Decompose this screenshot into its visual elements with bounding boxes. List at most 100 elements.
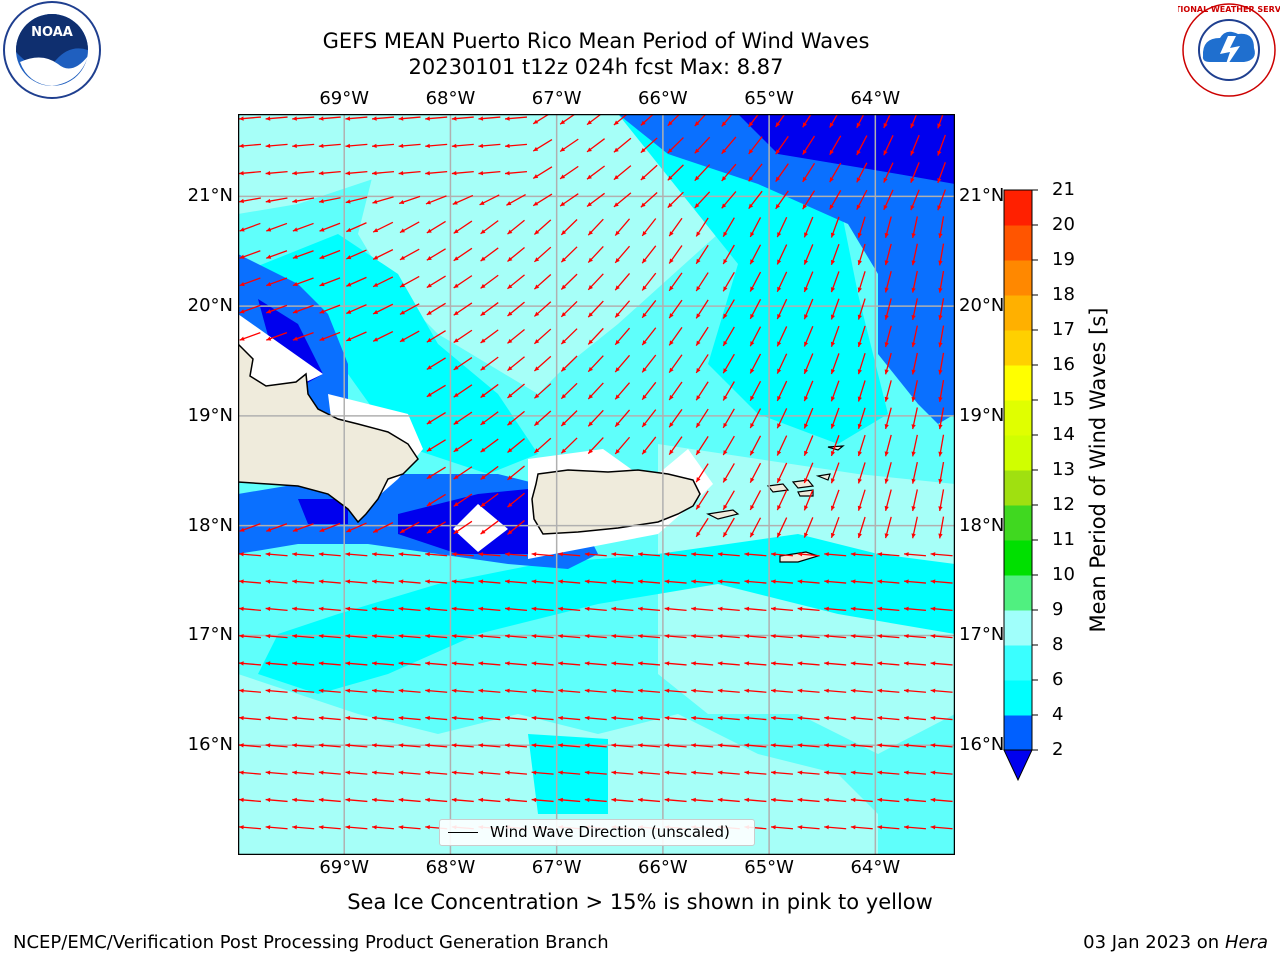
- wind-wave-arrow: [611, 743, 634, 748]
- wind-wave-arrow: [586, 192, 605, 208]
- wind-wave-arrow: [829, 162, 842, 183]
- wind-wave-arrow: [345, 715, 368, 721]
- lon-tick-bot: 64°W: [850, 857, 901, 878]
- wind-wave-arrow: [857, 243, 866, 266]
- map-legend: Wind Wave Direction (unscaled): [439, 819, 755, 846]
- wind-wave-arrow: [480, 329, 499, 344]
- wind-wave-arrow: [668, 436, 683, 455]
- colorbar-segment: [1004, 470, 1032, 506]
- wind-wave-arrow: [776, 271, 788, 293]
- wind-wave-arrow: [770, 688, 794, 693]
- wind-wave-arrow: [587, 246, 604, 263]
- wind-wave-arrow: [641, 218, 657, 237]
- wind-wave-arrow: [425, 770, 448, 775]
- wind-wave-arrow: [265, 825, 288, 830]
- wind-wave-arrow: [830, 298, 840, 320]
- wind-wave-arrow: [857, 434, 866, 457]
- wind-wave-arrow: [425, 116, 448, 121]
- wind-wave-arrow: [770, 606, 794, 612]
- wave-zone-mid: [528, 734, 608, 814]
- wind-wave-arrow: [346, 276, 367, 287]
- wind-wave-arrow: [857, 516, 866, 539]
- wind-wave-arrow: [749, 299, 762, 320]
- wind-wave-arrow: [611, 715, 634, 721]
- wind-wave-arrow: [292, 197, 315, 204]
- wind-wave-arrow: [797, 606, 820, 612]
- wind-wave-arrow: [911, 325, 918, 348]
- wind-wave-arrow: [613, 137, 632, 153]
- wind-wave-arrow: [668, 354, 683, 374]
- wind-wave-arrow: [372, 276, 394, 288]
- wind-wave-arrow: [238, 606, 262, 612]
- wind-wave-arrow: [695, 517, 709, 538]
- wind-wave-arrow: [883, 114, 891, 129]
- wind-wave-arrow: [667, 114, 681, 127]
- wind-wave-arrow: [560, 437, 578, 454]
- virgin-islands: [766, 445, 845, 497]
- wind-wave-arrow: [345, 552, 368, 557]
- wind-wave-arrow: [399, 303, 420, 315]
- wind-wave-arrow: [722, 381, 735, 401]
- wind-wave-arrow: [559, 114, 577, 125]
- wind-wave-arrow: [292, 277, 314, 287]
- wind-wave-arrow: [318, 797, 341, 803]
- wind-wave-arrow: [533, 219, 552, 236]
- wind-wave-arrow: [586, 165, 605, 180]
- wind-wave-arrow: [319, 331, 341, 341]
- wind-wave-arrow: [691, 552, 714, 557]
- wind-wave-arrow: [664, 661, 687, 666]
- colorbar-tick-label: 18: [1052, 284, 1075, 305]
- wind-wave-arrow: [346, 249, 367, 260]
- wind-wave-arrow: [558, 552, 581, 557]
- colorbar-tick-label: 21: [1052, 179, 1075, 200]
- wind-wave-arrow: [857, 216, 866, 238]
- wind-wave-arrow: [426, 493, 446, 507]
- wind-wave-arrow: [425, 715, 448, 721]
- wind-wave-arrow: [850, 606, 873, 612]
- wind-wave-arrow: [584, 688, 607, 693]
- wind-wave-arrow: [850, 688, 873, 693]
- footer-date: 03 Jan 2023 on Hera: [1083, 932, 1268, 953]
- wind-wave-arrow: [453, 302, 473, 316]
- wind-wave-arrow: [453, 220, 473, 234]
- colorbar-label: Mean Period of Wind Waves [s]: [1086, 307, 1110, 633]
- wind-wave-arrow: [641, 409, 657, 428]
- lon-tick-bot: 66°W: [638, 857, 688, 878]
- wind-wave-arrow: [938, 298, 945, 321]
- puerto-rico-land: [531, 469, 701, 535]
- wind-wave-arrow: [345, 633, 368, 639]
- wind-wave-arrow: [744, 743, 767, 748]
- wind-wave-arrow: [830, 353, 840, 375]
- wind-wave-arrow: [637, 552, 661, 557]
- sea-ice-note: Sea Ice Concentration > 15% is shown in …: [347, 890, 933, 914]
- wind-wave-arrow: [797, 797, 820, 803]
- wind-wave-arrow: [265, 552, 288, 557]
- wind-wave-arrow: [504, 743, 528, 748]
- wind-wave-arrow: [371, 116, 395, 121]
- wind-wave-arrow: [695, 436, 709, 456]
- wind-wave-arrow: [695, 381, 709, 401]
- wind-wave-arrow: [425, 579, 448, 584]
- wind-wave-arrow: [830, 380, 840, 402]
- wind-wave-arrow: [292, 222, 314, 232]
- wind-wave-arrow: [531, 606, 554, 612]
- wind-wave-arrow: [694, 191, 711, 209]
- wind-wave-arrow: [824, 661, 847, 666]
- wind-wave-arrow: [371, 770, 395, 775]
- wind-wave-arrow: [830, 462, 840, 484]
- lat-tick-right: 20°N: [959, 295, 1005, 317]
- wind-wave-arrow: [775, 135, 789, 155]
- wind-wave-arrow: [587, 300, 604, 318]
- wind-wave-arrow: [584, 661, 607, 666]
- wind-wave-arrow: [691, 715, 714, 721]
- wind-wave-arrow: [830, 407, 840, 429]
- colorbar-tick-label: 9: [1052, 599, 1064, 620]
- wind-wave-arrow: [266, 250, 288, 259]
- wind-wave-arrow: [319, 222, 341, 232]
- wind-wave-arrow: [587, 273, 604, 291]
- wind-wave-arrow: [903, 606, 927, 612]
- wind-wave-arrow: [451, 661, 474, 666]
- wind-wave-arrow: [238, 116, 262, 121]
- lat-tick-left: 16°N: [187, 734, 233, 756]
- wind-wave-arrow: [930, 661, 953, 666]
